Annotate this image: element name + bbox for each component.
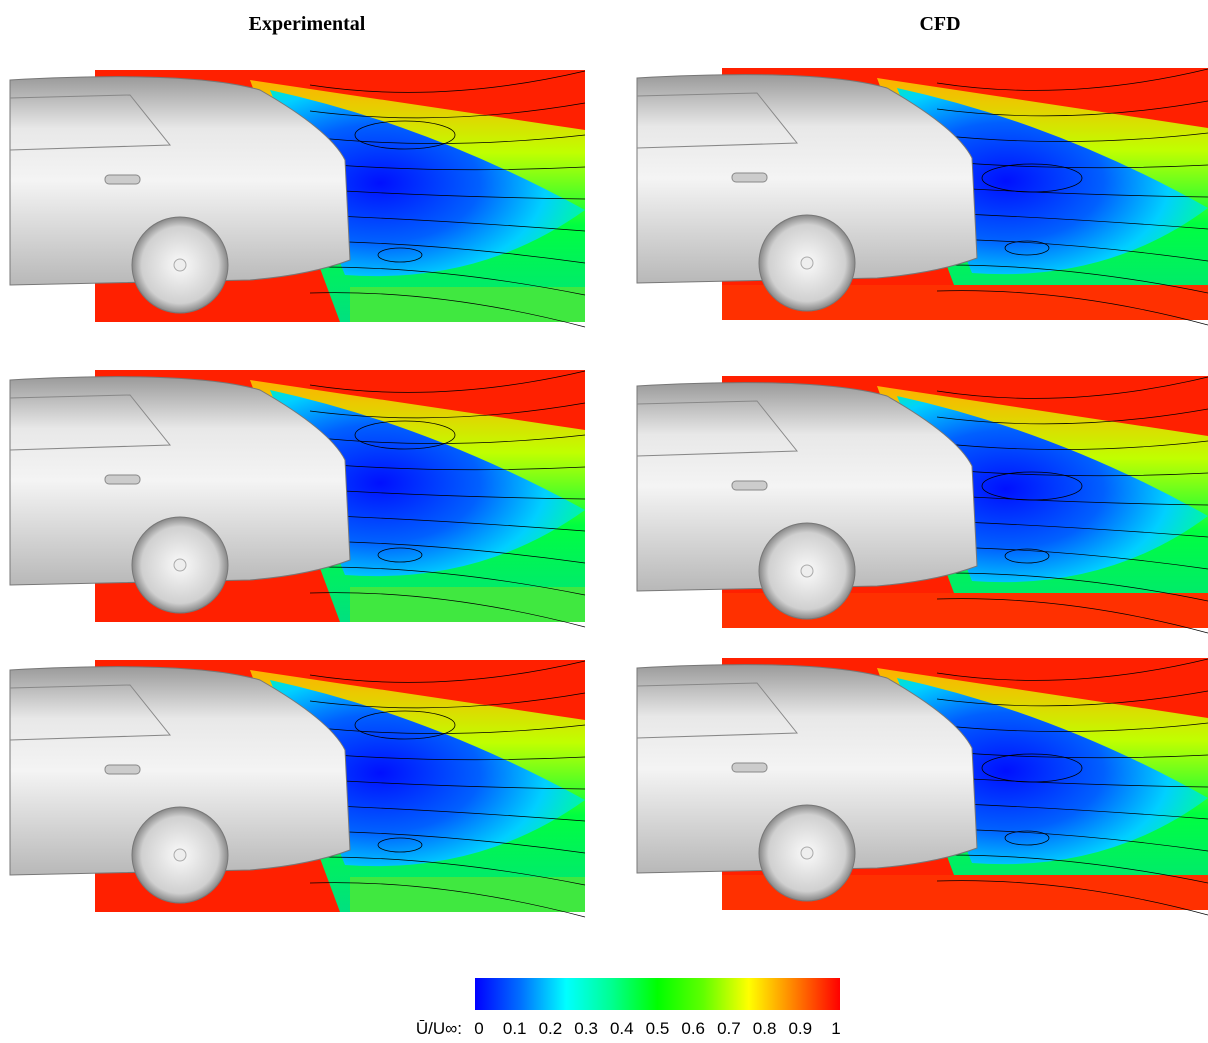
colorbar-tick-label: 1 [831,1019,840,1038]
ground-flow [350,587,585,622]
hub [174,559,186,571]
column-title: Experimental [249,13,366,35]
door-handle [732,173,767,182]
figure: Experimental CFD Ū/U∞: 00.10.20.30.40.50… [0,0,1208,1043]
flow-panel [637,68,1208,325]
door-handle [105,475,140,484]
panels [10,68,1208,917]
door-handle [105,765,140,774]
hub [174,259,186,271]
colorbar [475,978,840,1010]
flow-panel [637,376,1208,633]
colorbar-tick-label: 0 [474,1019,483,1038]
ground-flow [350,287,585,322]
colorbar-tick-label: 0.5 [646,1019,670,1038]
column-title: CFD [919,13,960,35]
colorbar-tick-label: 0.4 [610,1019,634,1038]
flow-panel [10,370,585,627]
flow-panel [637,658,1208,915]
hub [801,565,813,577]
colorbar-ticks: 0 0.1 0.2 0.3 0.4 0.5 0.6 0.7 0.8 0.9 1 [474,1010,840,1038]
colorbar-tick-label: 0.1 [503,1019,527,1038]
colorbar-tick-label: 0.8 [753,1019,777,1038]
colorbar-label: Ū/U∞: [416,1019,462,1038]
hub [801,257,813,269]
ground-flow [350,877,585,912]
colorbar-tick-label: 0.7 [717,1019,741,1038]
colorbar-tick-label: 0.2 [539,1019,563,1038]
door-handle [105,175,140,184]
flow-panel [10,70,585,327]
hub [801,847,813,859]
colorbar-tick-label: 0.3 [574,1019,598,1038]
hub [174,849,186,861]
door-handle [732,481,767,490]
colorbar-tick-label: 0.9 [788,1019,812,1038]
flow-panel [10,660,585,917]
colorbar-tick-label: 0.6 [681,1019,705,1038]
door-handle [732,763,767,772]
